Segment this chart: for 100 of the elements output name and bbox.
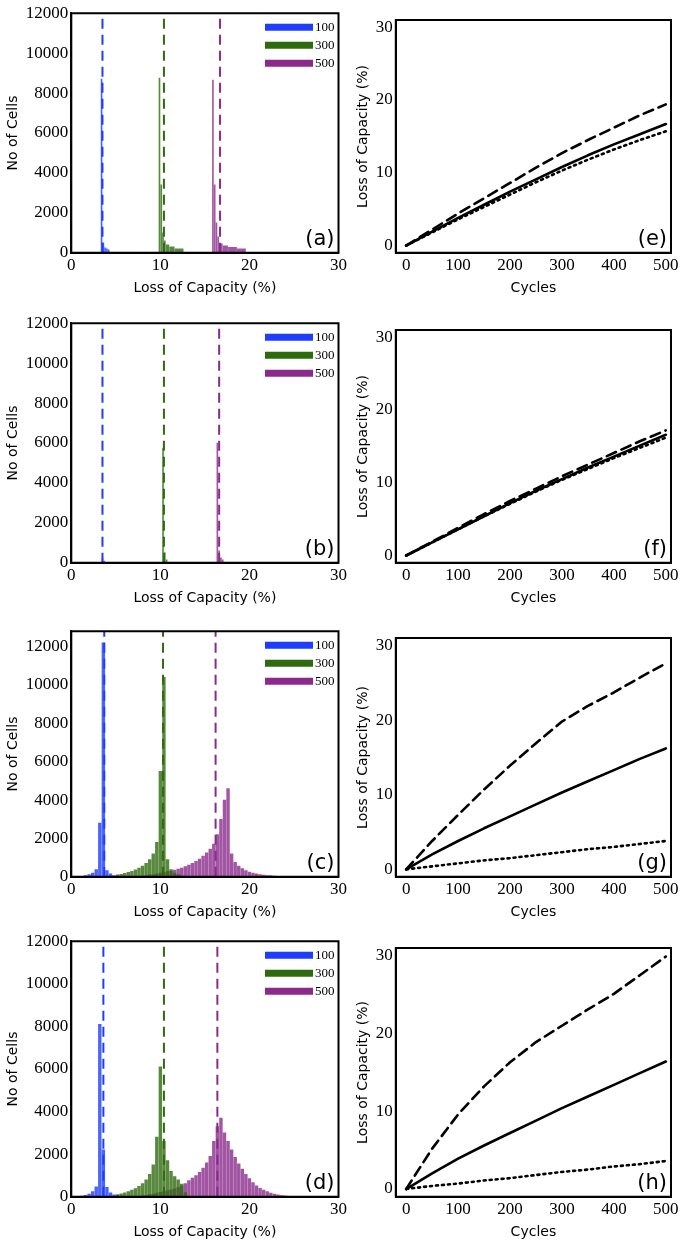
legend-label: 500 — [315, 364, 335, 380]
y-tick-label: 20 — [375, 709, 393, 729]
annotation: (c) — [306, 849, 335, 874]
legend-label: 300 — [315, 346, 335, 362]
legend-label: 100 — [315, 636, 335, 652]
y-tick-label: 0 — [59, 866, 69, 886]
y-tick-label: 20 — [375, 1022, 393, 1042]
y-tick-label: 10000 — [25, 973, 69, 993]
y-tick-label: 0 — [384, 858, 393, 878]
x-tick-label: 300 — [549, 255, 575, 275]
x-tick-label: 200 — [497, 879, 523, 899]
x-tick-label: 20 — [240, 255, 258, 275]
y-tick-label: 10 — [375, 472, 393, 492]
y-tick-label: 20 — [375, 399, 393, 419]
y-axis-title: Loss of Capacity (%) — [354, 64, 371, 208]
x-tick-label: 100 — [445, 879, 471, 899]
x-axis-title: Cycles — [510, 903, 557, 920]
x-axis-title: Loss of Capacity (%) — [133, 903, 277, 920]
legend-label: 300 — [315, 964, 335, 980]
y-tick-label: 30 — [375, 326, 393, 346]
y-tick-label: 2000 — [34, 202, 69, 222]
y-tick-label: 30 — [375, 16, 393, 36]
x-tick-label: 30 — [330, 255, 347, 275]
annotation: (d) — [304, 1169, 335, 1194]
y-tick-label: 0 — [384, 1178, 393, 1198]
x-tick-label: 0 — [401, 1199, 411, 1219]
y-tick-label: 4000 — [34, 1101, 69, 1121]
x-tick-label: 400 — [601, 1199, 627, 1219]
y-tick-label: 0 — [59, 1186, 69, 1206]
y-tick-label: 8000 — [34, 712, 69, 732]
y-tick-label: 10 — [375, 784, 393, 804]
y-axis-title: No of Cells — [4, 405, 21, 481]
y-tick-label: 2000 — [34, 827, 69, 847]
x-tick-label: 300 — [549, 879, 575, 899]
x-tick-label: 10 — [151, 255, 169, 275]
x-tick-label: 0 — [401, 565, 411, 585]
x-axis-title: Cycles — [510, 1223, 557, 1240]
x-tick-label: 10 — [151, 1199, 169, 1219]
x-tick-label: 500 — [653, 1199, 679, 1219]
x-tick-label: 300 — [549, 1199, 575, 1219]
x-tick-label: 200 — [497, 1199, 523, 1219]
x-axis-title: Cycles — [510, 589, 557, 606]
y-tick-label: 0 — [384, 544, 393, 564]
x-tick-label: 30 — [330, 1199, 347, 1219]
y-tick-label: 12000 — [25, 636, 69, 656]
annotation: (e) — [637, 225, 667, 250]
y-tick-label: 12000 — [25, 930, 69, 950]
y-tick-label: 0 — [59, 552, 69, 572]
legend-label: 100 — [315, 946, 335, 962]
y-tick-label: 30 — [375, 945, 393, 965]
x-tick-label: 100 — [445, 1199, 471, 1219]
x-tick-label: 0 — [401, 879, 411, 899]
x-tick-label: 100 — [445, 255, 471, 275]
x-tick-label: 500 — [653, 565, 679, 585]
annotation: (h) — [637, 1169, 667, 1194]
x-tick-label: 30 — [330, 879, 347, 899]
x-tick-label: 200 — [497, 565, 523, 585]
legend-label: 500 — [315, 672, 335, 688]
y-tick-label: 0 — [59, 242, 69, 262]
y-tick-label: 10 — [375, 162, 393, 182]
y-tick-label: 4000 — [34, 162, 69, 182]
x-tick-label: 20 — [240, 565, 258, 585]
legend-label: 100 — [315, 18, 335, 34]
x-axis-title: Loss of Capacity (%) — [133, 1223, 277, 1240]
x-tick-label: 30 — [330, 565, 347, 585]
x-tick-label: 300 — [549, 565, 575, 585]
x-tick-label: 0 — [401, 255, 411, 275]
y-tick-label: 12000 — [25, 2, 69, 22]
x-tick-label: 500 — [653, 255, 679, 275]
x-tick-label: 400 — [601, 565, 627, 585]
y-tick-label: 2000 — [34, 1143, 69, 1163]
y-axis-title: No of Cells — [4, 716, 21, 792]
annotation: (b) — [304, 535, 335, 560]
y-tick-label: 6000 — [34, 751, 69, 771]
x-tick-label: 10 — [151, 879, 169, 899]
y-tick-label: 8000 — [34, 392, 69, 412]
y-tick-label: 2000 — [34, 512, 69, 532]
legend-label: 100 — [315, 328, 335, 344]
y-axis-title: Loss of Capacity (%) — [354, 685, 371, 829]
y-axis-title: Loss of Capacity (%) — [354, 1000, 371, 1144]
x-tick-label: 500 — [653, 879, 679, 899]
y-tick-label: 8000 — [34, 1015, 69, 1035]
x-axis-title: Cycles — [510, 279, 557, 296]
y-tick-label: 10000 — [25, 674, 69, 694]
x-tick-label: 20 — [240, 879, 258, 899]
y-tick-label: 4000 — [34, 789, 69, 809]
annotation: (g) — [637, 849, 667, 874]
y-tick-label: 10 — [375, 1100, 393, 1120]
legend-label: 500 — [315, 982, 335, 998]
x-axis-title: Loss of Capacity (%) — [133, 279, 277, 296]
y-tick-label: 6000 — [34, 122, 69, 142]
y-tick-label: 4000 — [34, 472, 69, 492]
y-tick-label: 12000 — [25, 312, 69, 332]
legend-label: 300 — [315, 36, 335, 52]
y-tick-label: 6000 — [34, 432, 69, 452]
y-axis-title: No of Cells — [4, 1031, 21, 1107]
x-tick-label: 20 — [240, 1199, 258, 1219]
legend-label: 300 — [315, 654, 335, 670]
x-tick-label: 400 — [601, 879, 627, 899]
x-tick-label: 200 — [497, 255, 523, 275]
